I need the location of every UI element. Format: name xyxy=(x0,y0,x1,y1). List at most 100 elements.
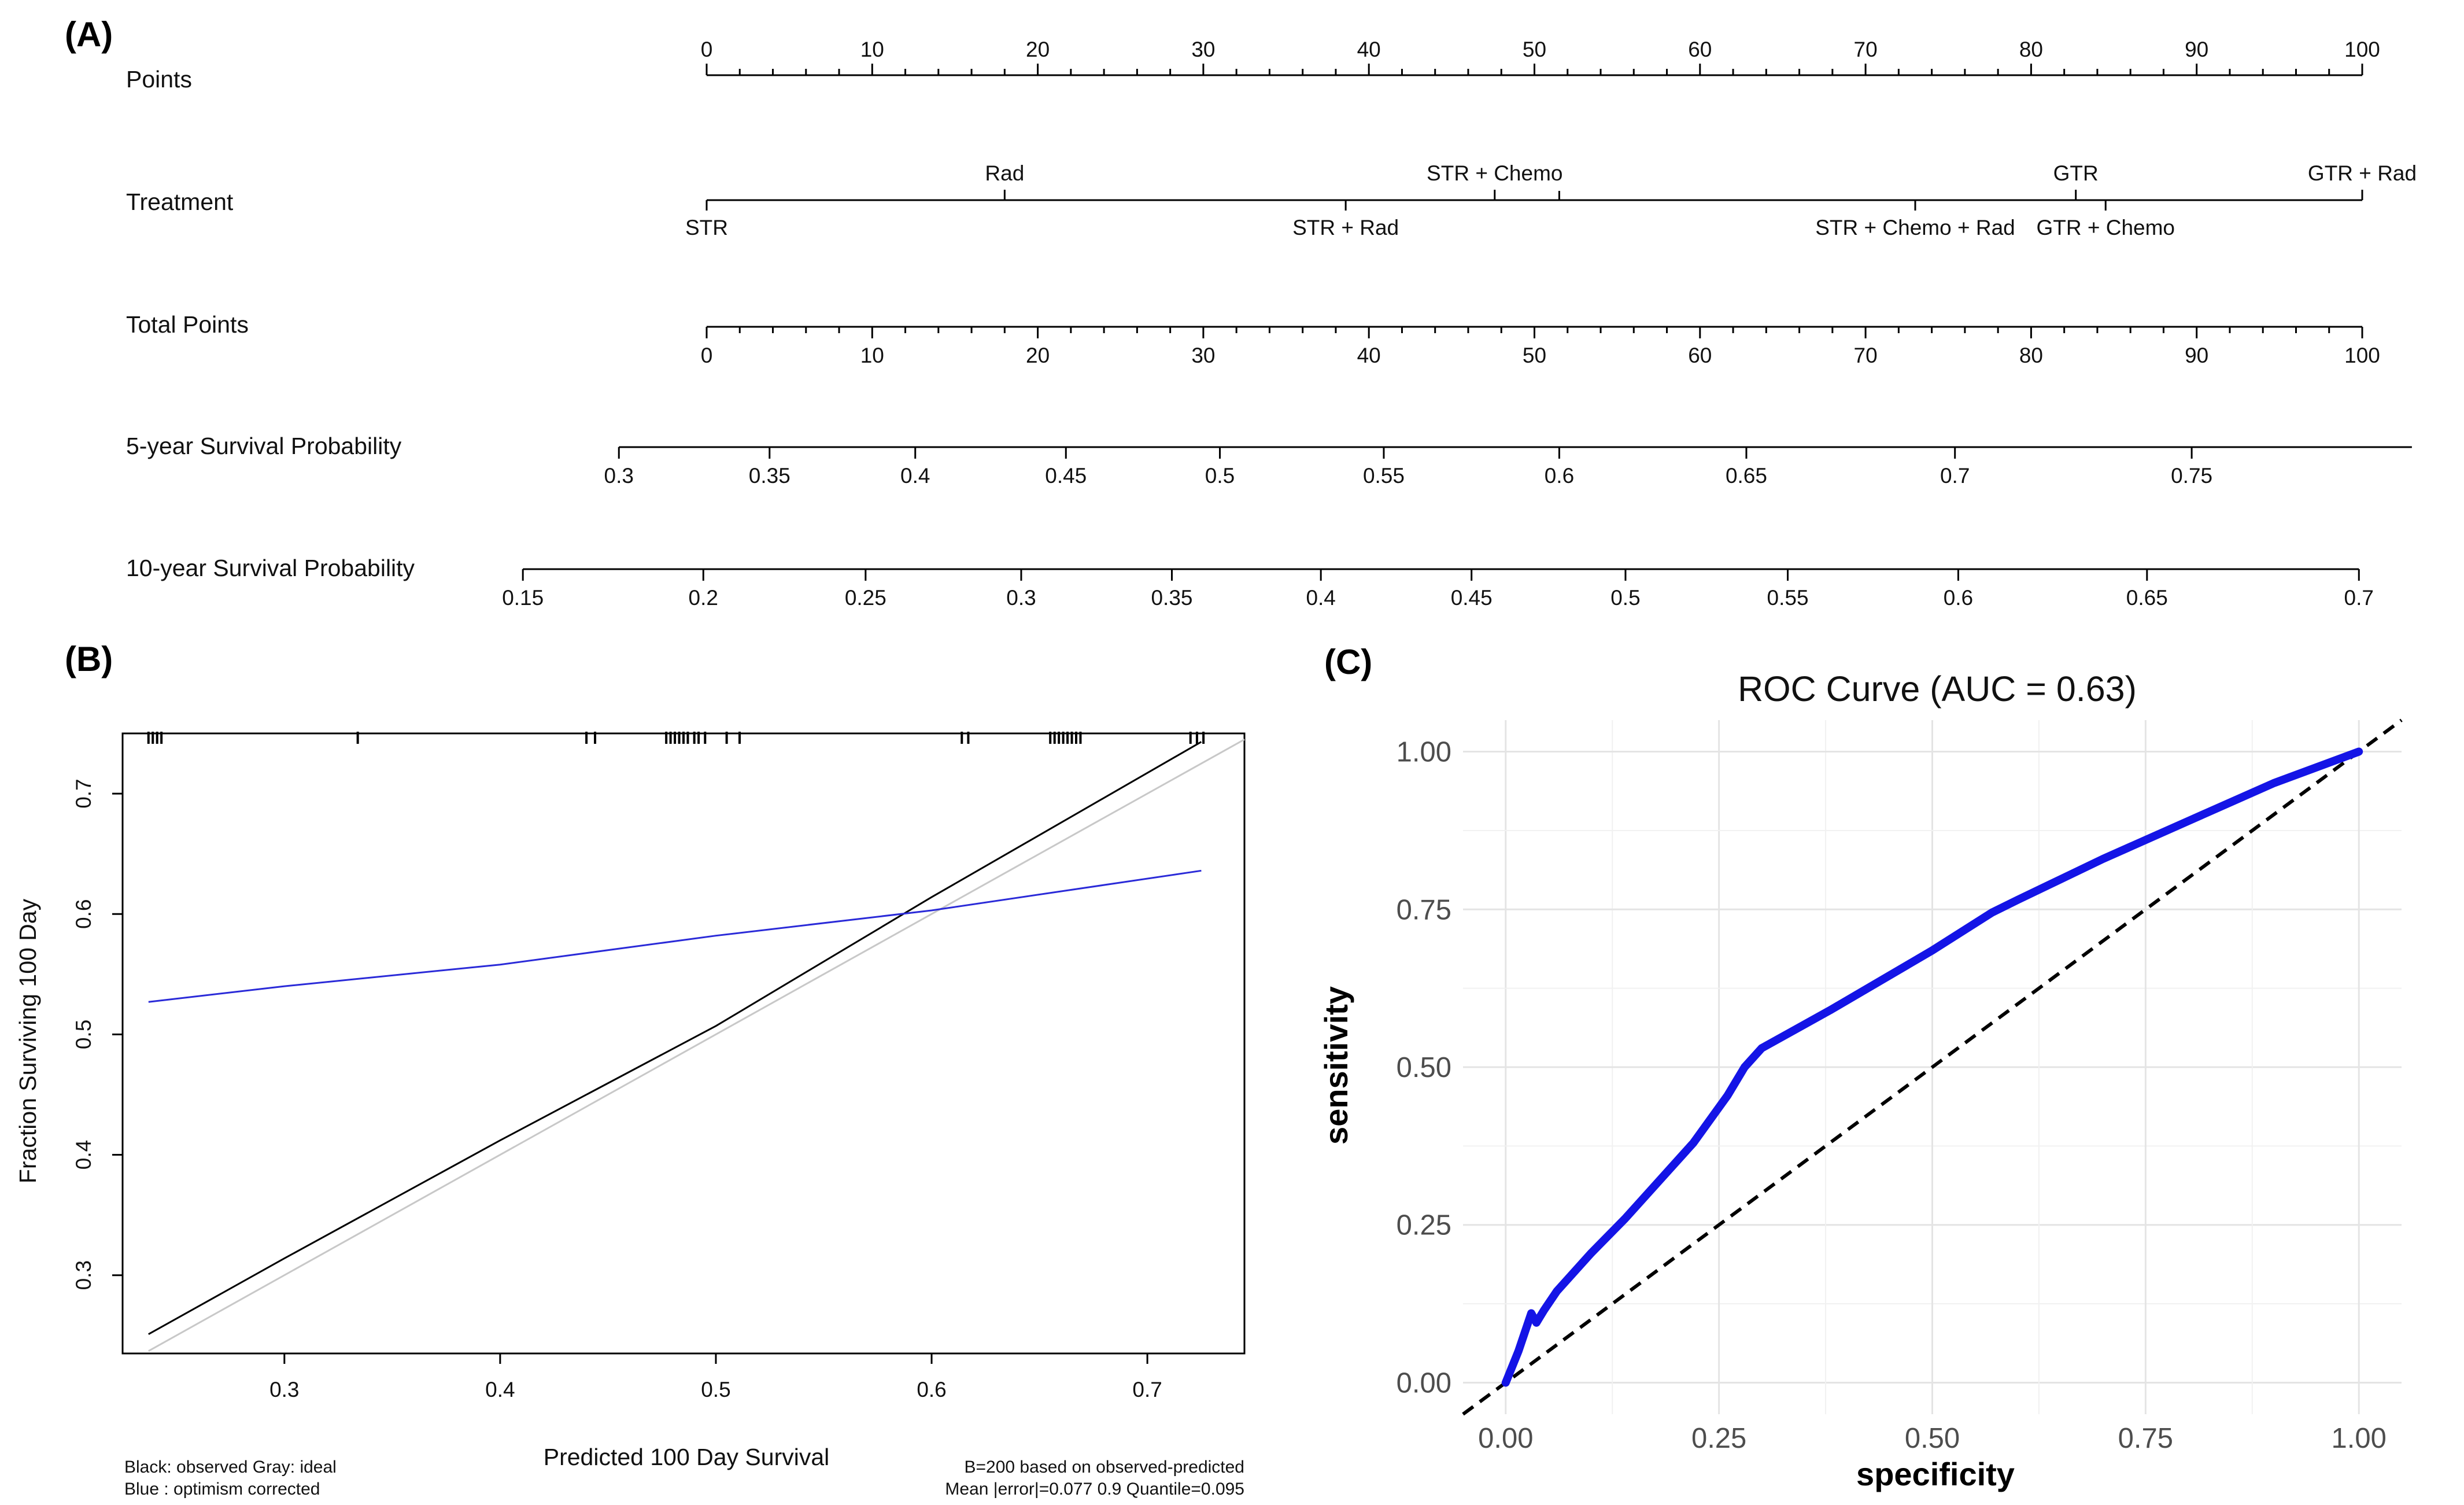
total-points-tick-label: 80 xyxy=(2019,344,2043,367)
treatment-axis: STR Rad STR + Rad STR + Chemo STR + Chemo + … xyxy=(685,161,2417,239)
calibration-y-tick-label: 0.4 xyxy=(72,1140,95,1170)
calibration-series xyxy=(148,739,1245,1352)
treatment-level-label: Rad xyxy=(985,161,1024,185)
points-axis: 0 10 20 30 40 50 60 70 80 90 100 xyxy=(701,38,2380,76)
survival-10yr-tick-label: 0.2 xyxy=(689,586,718,610)
roc-x-tick-label: 0.00 xyxy=(1478,1423,1533,1454)
points-axis-tick-label: 70 xyxy=(1854,38,1878,61)
treatment-level-label: STR + Chemo xyxy=(1427,161,1562,185)
points-axis-tick-label: 90 xyxy=(2185,38,2208,61)
calibration-x-tick-label: 0.3 xyxy=(269,1378,299,1401)
panel-a-label: (A) xyxy=(65,15,113,54)
points-axis-tick-label: 20 xyxy=(1026,38,1050,61)
calibration-rug xyxy=(147,732,1205,744)
survival-10yr-tick-label: 0.25 xyxy=(845,586,886,610)
survival-5yr-tick-label: 0.65 xyxy=(1726,464,1767,488)
survival-10yr-tick-label: 0.3 xyxy=(1006,586,1036,610)
survival-10yr-tick-label: 0.7 xyxy=(2344,586,2374,610)
roc-x-tick-label: 1.00 xyxy=(2332,1423,2387,1454)
survival-5yr-tick-label: 0.7 xyxy=(1940,464,1970,488)
calibration-y-axis-title: Fraction Surviving 100 Day xyxy=(14,898,41,1183)
total-points-axis: 0 10 20 30 40 50 60 70 80 90 100 xyxy=(701,326,2380,367)
nomogram-row-label-total-points: Total Points xyxy=(126,311,249,338)
points-axis-tick-label: 40 xyxy=(1357,38,1381,61)
survival-5yr-tick-label: 0.75 xyxy=(2171,464,2212,488)
survival-5yr-axis: 0.3 0.35 0.4 0.45 0.5 0.55 0.6 0.65 0.7 0.75 xyxy=(604,446,2412,488)
roc-plot: ROC Curve (AUC = 0.63) 0.000.000.250.250… xyxy=(1318,669,2403,1492)
survival-5yr-tick-label: 0.35 xyxy=(749,464,790,488)
roc-title: ROC Curve (AUC = 0.63) xyxy=(1738,669,2137,709)
panel-b-label: (B) xyxy=(65,640,113,678)
survival-5yr-tick-label: 0.45 xyxy=(1045,464,1087,488)
survival-5yr-tick-label: 0.55 xyxy=(1363,464,1405,488)
treatment-level-label: GTR + Rad xyxy=(2308,161,2417,185)
treatment-level-label: STR + Chemo + Rad xyxy=(1815,216,2015,239)
calibration-x-tick-label: 0.7 xyxy=(1132,1378,1162,1401)
survival-10yr-tick-label: 0.4 xyxy=(1306,586,1335,610)
roc-curve-line xyxy=(1501,747,2363,1387)
panel-c-label: (C) xyxy=(1324,643,1372,681)
points-axis-tick-label: 30 xyxy=(1191,38,1215,61)
roc-y-tick-label: 1.00 xyxy=(1397,737,1451,768)
treatment-level-label: STR xyxy=(685,216,728,239)
roc-y-tick-label: 0.75 xyxy=(1397,894,1451,925)
roc-y-tick-label: 0.00 xyxy=(1397,1367,1451,1399)
total-points-tick-label: 0 xyxy=(701,344,713,367)
survival-5yr-tick-label: 0.6 xyxy=(1545,464,1574,488)
roc-y-tick-label: 0.25 xyxy=(1397,1210,1451,1241)
total-points-tick-label: 40 xyxy=(1357,344,1381,367)
survival-10yr-tick-label: 0.35 xyxy=(1151,586,1192,610)
calibration-plot: 0.3 0.4 0.5 0.6 0.7 0.3 0.4 0.5 0.6 0.7 Predicted… xyxy=(14,732,1246,1499)
roc-tick-labels: 0.00 0.00 0.25 0.25 0.50 0.50 0.75 0.75 1.00 1.00 xyxy=(1397,737,2387,1454)
points-axis-tick-label: 50 xyxy=(1523,38,1546,61)
roc-y-tick-label: 0.50 xyxy=(1397,1052,1451,1083)
roc-series xyxy=(1462,718,2403,1416)
survival-10yr-tick-label: 0.15 xyxy=(502,586,544,610)
calibration-line-optimism-corrected xyxy=(148,869,1202,1003)
survival-5yr-tick-label: 0.3 xyxy=(604,464,634,488)
total-points-tick-label: 60 xyxy=(1688,344,1712,367)
survival-10yr-tick-label: 0.55 xyxy=(1767,586,1809,610)
calibration-legend-line2: Blue : optimism corrected xyxy=(124,1480,320,1499)
roc-x-tick-label: 0.50 xyxy=(1905,1423,1960,1454)
roc-y-axis-title: sensitivity xyxy=(1318,986,1354,1145)
nomogram-row-label-10yr-survival: 10-year Survival Probability xyxy=(126,555,415,581)
survival-5yr-tick-label: 0.5 xyxy=(1205,464,1235,488)
points-axis-tick-label: 0 xyxy=(701,38,713,61)
points-axis-tick-label: 60 xyxy=(1688,38,1712,61)
calibration-legend-line1: Black: observed Gray: ideal xyxy=(124,1458,337,1477)
survival-10yr-tick-label: 0.6 xyxy=(1944,586,1973,610)
calibration-x-tick-label: 0.6 xyxy=(917,1378,946,1401)
roc-x-tick-label: 0.25 xyxy=(1691,1423,1746,1454)
roc-x-axis-title: specificity xyxy=(1856,1456,2015,1492)
calibration-y-tick-label: 0.6 xyxy=(72,899,95,929)
nomogram: Points Treatment Total Points 5-year Sur… xyxy=(126,38,2417,610)
calibration-x-tick-label: 0.5 xyxy=(701,1378,730,1401)
survival-5yr-tick-label: 0.4 xyxy=(900,464,930,488)
nomogram-row-label-treatment: Treatment xyxy=(126,189,234,215)
total-points-tick-label: 30 xyxy=(1191,344,1215,367)
roc-reference-line xyxy=(1462,718,2403,1416)
calibration-line-observed xyxy=(148,741,1202,1336)
calibration-y-tick-label: 0.3 xyxy=(72,1260,95,1290)
calibration-x-tick-label: 0.4 xyxy=(485,1378,515,1401)
calibration-y-tick-label: 0.5 xyxy=(72,1020,95,1049)
calibration-y-tick-label: 0.7 xyxy=(72,779,95,808)
nomogram-row-label-points: Points xyxy=(126,66,192,93)
treatment-level-label: GTR + Chemo xyxy=(2036,216,2175,239)
calibration-axes: 0.3 0.4 0.5 0.6 0.7 0.3 0.4 0.5 0.6 0.7 xyxy=(72,779,1162,1401)
calibration-line-ideal xyxy=(148,739,1245,1352)
survival-10yr-tick-label: 0.45 xyxy=(1451,586,1493,610)
survival-10yr-tick-label: 0.5 xyxy=(1610,586,1640,610)
treatment-level-label: GTR xyxy=(2053,161,2099,185)
points-axis-tick-label: 80 xyxy=(2019,38,2043,61)
treatment-level-label: STR + Rad xyxy=(1292,216,1399,239)
calibration-note-line2: Mean |error|=0.077 0.9 Quantile=0.095 xyxy=(945,1480,1244,1499)
survival-10yr-tick-label: 0.65 xyxy=(2126,586,2168,610)
roc-x-tick-label: 0.75 xyxy=(2118,1423,2173,1454)
total-points-tick-label: 10 xyxy=(860,344,884,367)
total-points-tick-label: 100 xyxy=(2344,344,2380,367)
total-points-tick-label: 50 xyxy=(1523,344,1546,367)
nomogram-row-label-5yr-survival: 5-year Survival Probability xyxy=(126,433,402,459)
